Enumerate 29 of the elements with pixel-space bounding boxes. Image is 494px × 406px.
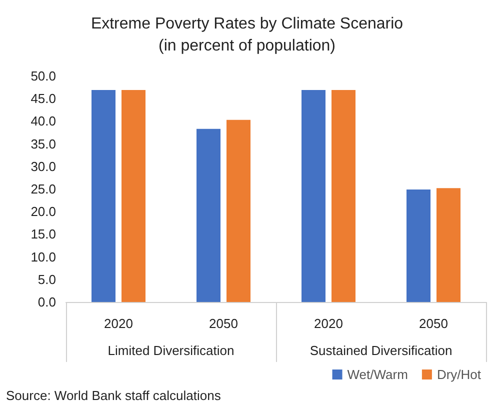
y-tick-label: 25.0	[30, 182, 56, 196]
legend-label: Dry/Hot	[436, 367, 482, 382]
y-tick-label: 10.0	[30, 249, 56, 264]
bar	[196, 128, 220, 302]
y-tick-label: 40.0	[30, 114, 56, 129]
y-tick-label: 30.0	[30, 158, 56, 174]
y-tick-label: 50.0	[30, 68, 56, 84]
y-tick-label: 15.0	[30, 226, 56, 242]
y-tick-label: 35.0	[30, 136, 56, 152]
x-tick-label: 2050	[419, 316, 448, 331]
bar	[332, 90, 356, 302]
chart-title: Extreme Poverty Rates by Climate Scenario (in percent of population)	[90, 16, 404, 54]
bar	[226, 120, 250, 302]
source-note: Source: World Bank staff calculations	[6, 388, 222, 403]
bar	[436, 188, 460, 302]
y-tick-label: 5.0	[38, 272, 56, 287]
bar	[122, 90, 146, 302]
x-tick-label: 2020	[104, 316, 133, 331]
legend-label: Wet/Warm	[347, 367, 408, 382]
bar	[92, 90, 116, 302]
bar	[302, 90, 326, 302]
x-tick-label: 2020	[314, 316, 343, 331]
y-tick-label: 20.0	[30, 204, 56, 220]
text: Sustained Diversification	[310, 343, 452, 358]
x-tick-label: 2050	[209, 316, 238, 331]
y-tick-label: 0.0	[38, 294, 56, 310]
y-tick-label: 45.0	[30, 91, 56, 106]
bar	[406, 189, 430, 302]
text: Limited Diversification	[108, 343, 234, 358]
